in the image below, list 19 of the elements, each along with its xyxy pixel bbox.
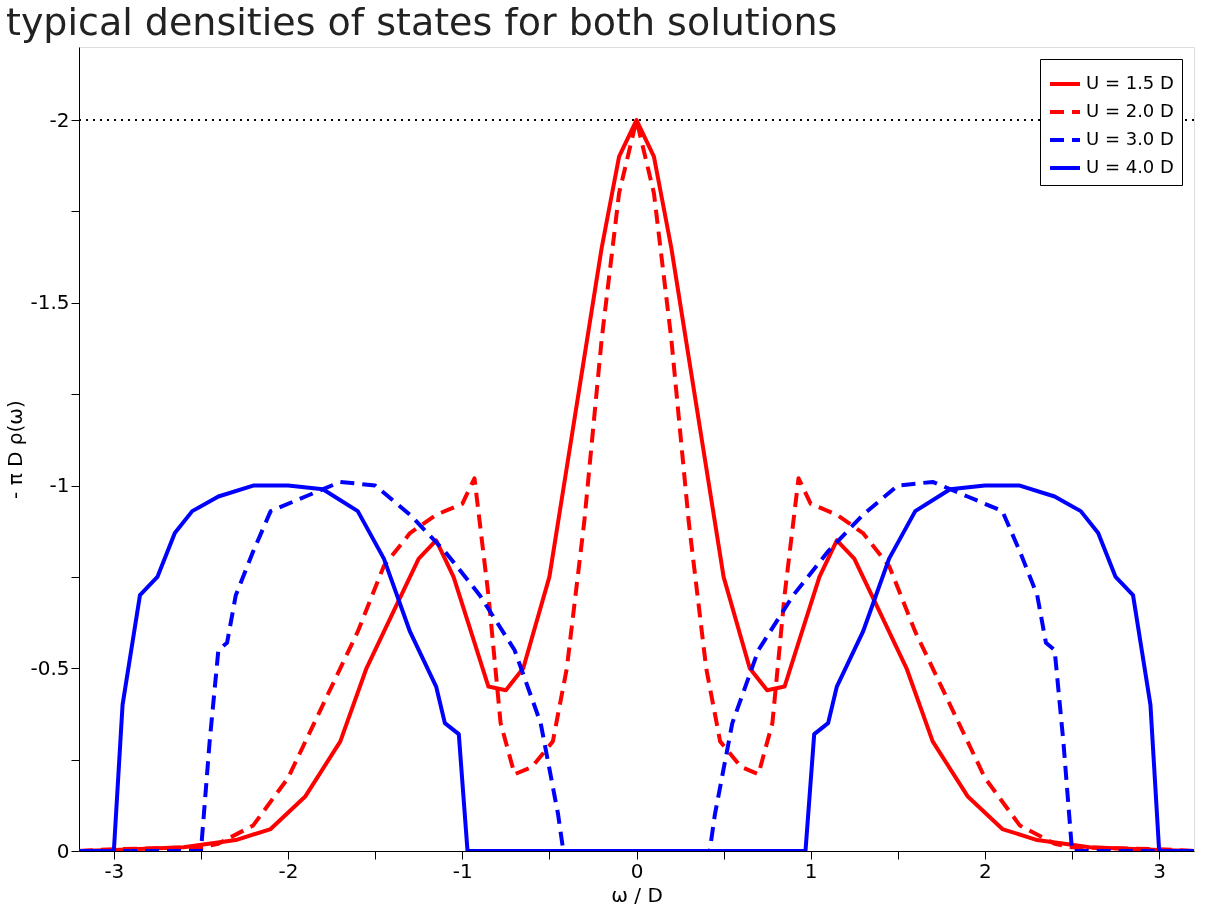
x-tick-label: -2: [278, 858, 299, 883]
x-tick-label: 3: [1153, 858, 1167, 883]
y-tick-label: -1: [49, 473, 70, 498]
y-axis-title: - π D ρ(ω): [3, 400, 28, 499]
x-tick-label: 2: [979, 858, 992, 883]
chart-title: typical densities of states for both solutions: [5, 0, 838, 44]
y-tick-label: -0.5: [30, 655, 70, 680]
legend-label: U = 4.0 D: [1086, 156, 1174, 177]
x-tick-label: 0: [630, 858, 644, 883]
y-tick-label: -2: [49, 107, 70, 132]
legend-label: U = 3.0 D: [1086, 128, 1174, 149]
x-tick-label: 1: [804, 858, 818, 883]
y-tick-label: 0: [56, 838, 70, 863]
legend-label: U = 2.0 D: [1086, 100, 1174, 121]
x-axis-title: ω / D: [611, 882, 663, 907]
legend-label: U = 1.5 D: [1086, 72, 1174, 93]
x-tick-label: -3: [104, 858, 125, 883]
y-tick-label: -1.5: [30, 290, 70, 315]
x-tick-label: -1: [452, 858, 473, 883]
